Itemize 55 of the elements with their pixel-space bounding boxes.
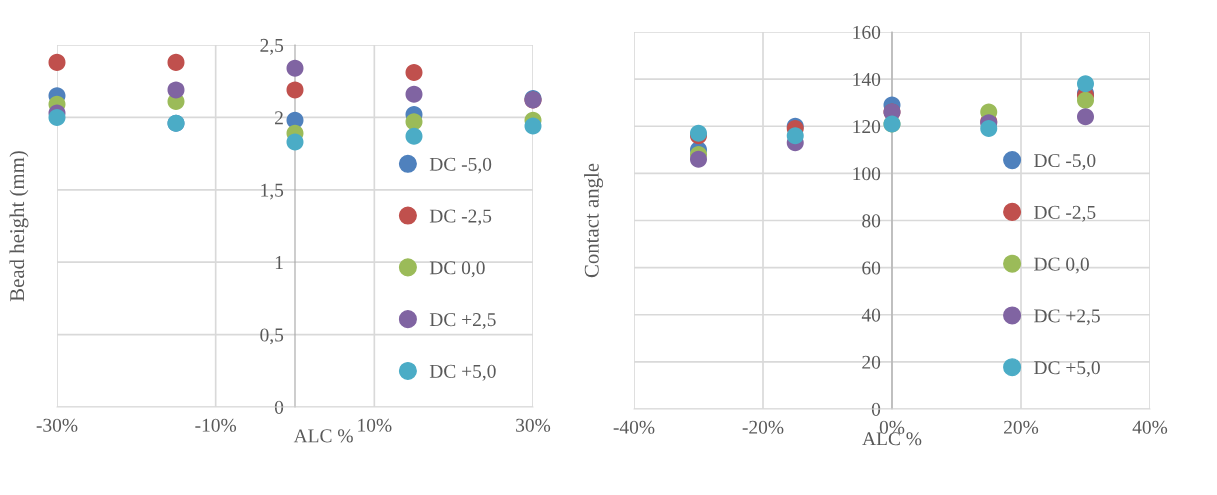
point [286, 133, 304, 151]
point [405, 85, 423, 103]
y-tick-label: 2 [275, 111, 283, 125]
y-tick-label: 100 [853, 167, 881, 181]
legend-label: DC -2,5 [1034, 205, 1096, 222]
x-axis-title: ALC % [293, 429, 353, 443]
point [405, 64, 423, 82]
x-tick-label: -20% [742, 420, 784, 434]
legend-label: DC +2,5 [1034, 309, 1100, 326]
legend-label: DC +2,5 [429, 313, 496, 329]
point [286, 81, 304, 99]
x-tick-label: 30% [516, 418, 551, 432]
legend-label: DC -5,0 [1034, 153, 1096, 170]
y-tick-label: 140 [853, 72, 881, 87]
point [524, 117, 542, 135]
legend-label: DC 0,0 [1034, 257, 1089, 274]
point [286, 59, 304, 77]
legend-label: DC +5,0 [1034, 361, 1100, 378]
point [167, 81, 185, 99]
y-tick-label: 120 [853, 120, 881, 134]
y-tick-label: 2,5 [260, 38, 284, 55]
legend-label: DC -5,0 [429, 157, 492, 174]
y-tick-label: 80 [862, 214, 881, 228]
y-tick-label: 0 [274, 400, 284, 414]
point [1076, 91, 1095, 109]
y-tick-label: 1 [275, 256, 283, 269]
y-tick-label: 60 [862, 261, 881, 275]
point [786, 127, 804, 145]
y-tick-label: 160 [853, 25, 881, 39]
x-tick-label: 10% [358, 418, 392, 432]
x-tick-label: 0% [879, 420, 905, 434]
x-tick-label: 40% [1132, 420, 1168, 434]
y-axis-title: Bead height (mm) [9, 151, 29, 302]
x-tick-label: -30% [36, 418, 78, 432]
point [1076, 108, 1095, 126]
y-tick-label: 40 [861, 308, 881, 322]
point [48, 53, 66, 71]
x-tick-label: -40% [613, 420, 655, 434]
x-tick-label: -10% [195, 418, 237, 432]
y-axis-title: Contact angle [584, 163, 604, 278]
y-tick-label: 1,5 [261, 183, 284, 200]
point [48, 108, 66, 126]
y-tick-label: 20 [862, 355, 881, 369]
y-tick-label: 0,5 [260, 328, 284, 345]
legend-label: DC 0,0 [429, 261, 485, 278]
legend-label: DC -2,5 [429, 209, 492, 226]
legend-label: DC +5,0 [429, 364, 496, 381]
point [167, 53, 185, 71]
point [689, 150, 708, 168]
point [405, 113, 423, 131]
point [405, 127, 423, 145]
y-tick-label: 0 [871, 402, 881, 416]
x-tick-label: 20% [1004, 420, 1039, 434]
point [1076, 75, 1095, 93]
point [980, 120, 998, 138]
